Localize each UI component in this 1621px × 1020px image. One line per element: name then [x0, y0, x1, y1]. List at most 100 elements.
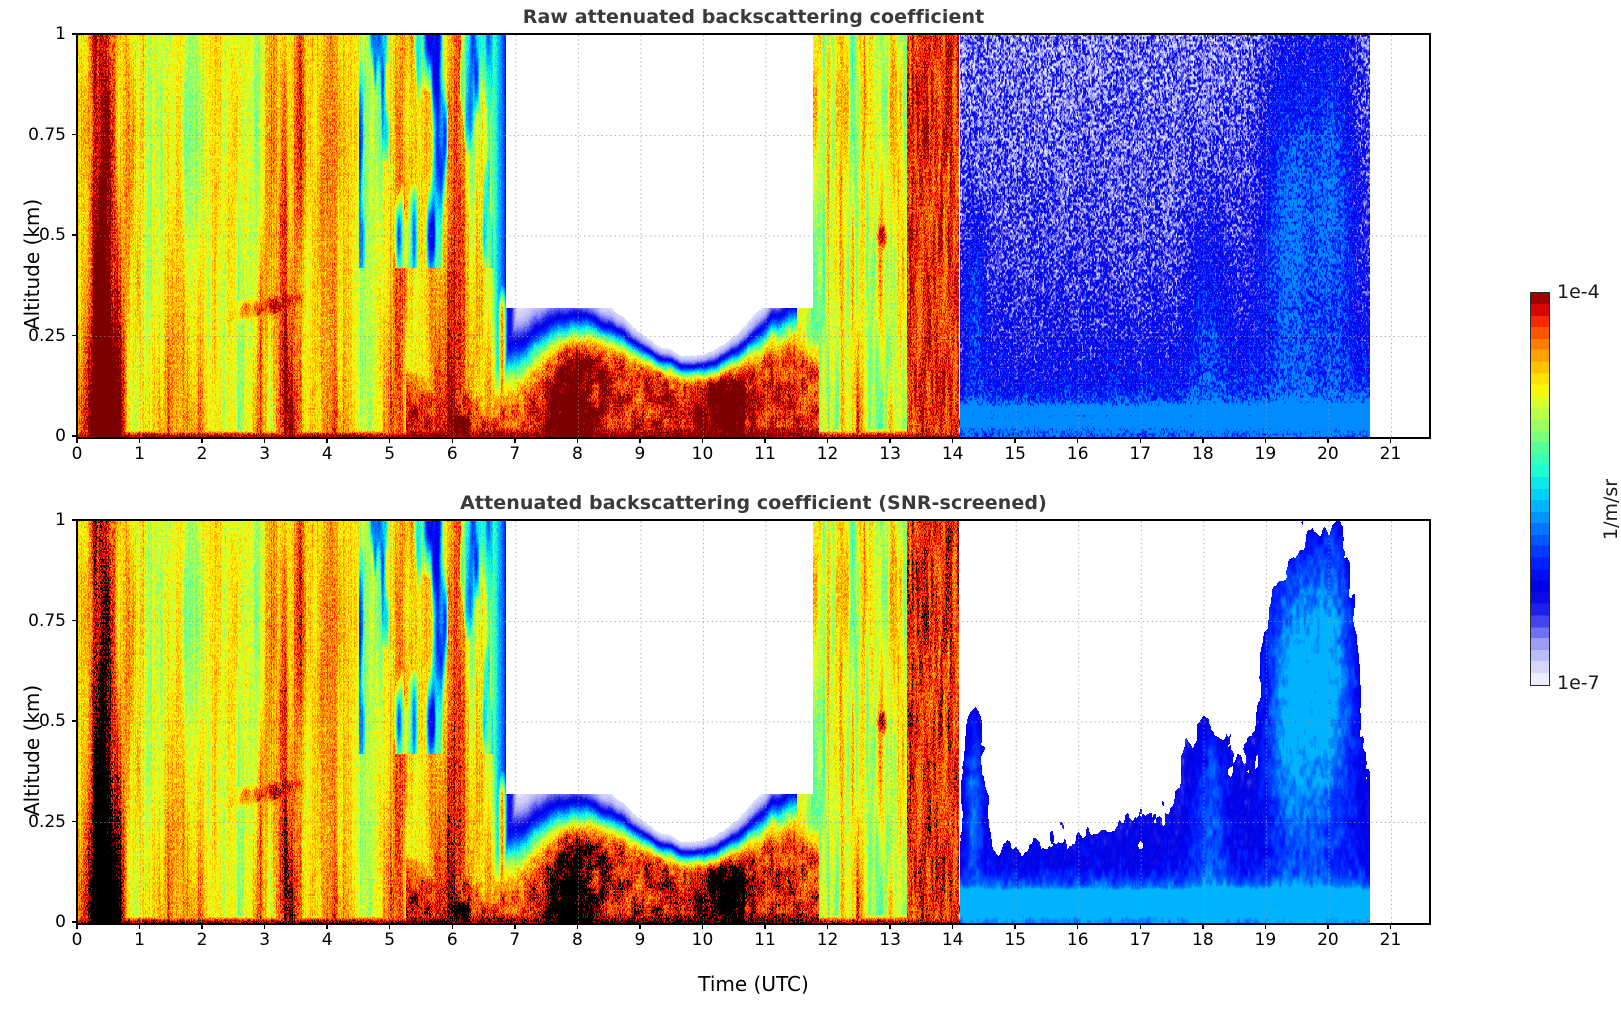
y-tick-mark — [72, 435, 77, 437]
x-tick-label: 17 — [1129, 930, 1152, 950]
x-tick-label: 1 — [134, 444, 145, 464]
x-tick-mark — [451, 924, 454, 929]
x-tick-mark — [1264, 924, 1267, 929]
x-tick-label: 10 — [691, 444, 714, 464]
x-tick-mark — [889, 924, 891, 929]
x-tick-mark — [1327, 438, 1329, 443]
y-tick-label: 0 — [55, 426, 66, 446]
x-tick-label: 14 — [941, 444, 964, 464]
x-tick-mark — [639, 438, 641, 443]
colorbar-label: 1/m/sr — [1600, 478, 1621, 540]
x-tick-label: 11 — [754, 930, 776, 950]
x-tick-label: 5 — [384, 930, 396, 950]
x-tick-label: 16 — [1066, 930, 1089, 950]
y-tick-mark — [72, 720, 77, 722]
x-tick-label: 14 — [941, 930, 964, 950]
x-tick-mark — [201, 924, 203, 929]
x-tick-label: 19 — [1254, 444, 1277, 464]
x-tick-label: 6 — [446, 930, 458, 950]
x-tick-label: 21 — [1379, 444, 1402, 464]
x-tick-mark — [951, 438, 954, 443]
y-tick-mark — [72, 234, 77, 236]
y-tick-mark — [72, 820, 77, 823]
x-tick-label: 7 — [509, 444, 521, 464]
x-tick-label: 15 — [1004, 930, 1027, 950]
x-tick-label: 21 — [1379, 930, 1402, 950]
x-tick-label: 8 — [571, 444, 583, 464]
x-tick-label: 18 — [1192, 444, 1214, 464]
x-tick-mark — [701, 438, 704, 443]
x-tick-mark — [826, 438, 829, 443]
heatmap-panel-raw — [76, 33, 1431, 439]
x-tick-mark — [576, 438, 579, 443]
x-tick-label: 15 — [1004, 444, 1027, 464]
y-tick-mark — [72, 519, 77, 521]
x-tick-mark — [76, 924, 78, 929]
colorbar-gradient — [1531, 293, 1549, 685]
x-tick-label: 12 — [816, 930, 839, 950]
x-tick-mark — [263, 438, 266, 443]
y-axis-label-raw: Altitude (km) — [20, 198, 44, 330]
x-tick-mark — [138, 924, 141, 929]
x-tick-label: 3 — [259, 930, 271, 950]
x-tick-label: 3 — [259, 444, 271, 464]
x-tick-mark — [388, 438, 391, 443]
x-tick-mark — [764, 438, 766, 443]
y-tick-mark — [72, 921, 77, 923]
heatmap-canvas-raw — [78, 35, 1429, 437]
x-tick-mark — [514, 438, 516, 443]
x-tick-mark — [388, 924, 391, 929]
x-tick-label: 16 — [1066, 444, 1089, 464]
x-tick-label: 0 — [71, 930, 83, 950]
x-tick-mark — [1202, 438, 1204, 443]
x-tick-label: 6 — [446, 444, 458, 464]
x-tick-label: 11 — [754, 444, 776, 464]
y-tick-label: 1 — [55, 24, 66, 44]
heatmap-panel-snr — [76, 519, 1431, 925]
y-tick-label: 0.75 — [28, 124, 66, 145]
x-tick-mark — [1202, 924, 1204, 929]
x-tick-mark — [576, 924, 579, 929]
x-tick-mark — [1014, 924, 1016, 929]
colorbar — [1530, 292, 1550, 686]
x-tick-mark — [326, 924, 328, 929]
x-tick-label: 10 — [691, 930, 714, 950]
x-tick-label: 5 — [384, 444, 396, 464]
x-tick-mark — [764, 924, 766, 929]
colorbar-tick-low: 1e-7 — [1557, 672, 1600, 694]
y-tick-label: 1 — [55, 510, 66, 530]
y-tick-mark — [72, 334, 77, 337]
x-tick-label: 12 — [816, 444, 839, 464]
x-tick-mark — [1139, 438, 1142, 443]
x-tick-mark — [514, 924, 516, 929]
x-tick-label: 18 — [1192, 930, 1214, 950]
x-tick-label: 8 — [571, 930, 583, 950]
x-tick-label: 1 — [134, 930, 145, 950]
panel-title-raw: Raw attenuated backscattering coefficien… — [522, 6, 985, 28]
y-axis-label-snr: Altitude (km) — [20, 684, 44, 816]
x-tick-mark — [201, 438, 203, 443]
x-tick-mark — [326, 438, 328, 443]
y-tick-label: 0.5 — [38, 225, 66, 245]
y-tick-mark — [72, 33, 77, 35]
x-tick-mark — [138, 438, 141, 443]
x-tick-mark — [1327, 924, 1329, 929]
y-tick-label: 0.25 — [28, 811, 66, 832]
x-tick-mark — [1389, 438, 1392, 443]
x-tick-mark — [1014, 438, 1016, 443]
x-tick-mark — [639, 924, 641, 929]
x-tick-label: 19 — [1254, 930, 1277, 950]
x-tick-label: 2 — [196, 444, 208, 464]
y-tick-mark — [72, 619, 77, 622]
y-tick-mark — [72, 133, 77, 136]
y-tick-label: 0 — [55, 912, 66, 932]
x-tick-label: 9 — [634, 930, 646, 950]
x-tick-label: 9 — [634, 444, 646, 464]
x-tick-mark — [1139, 924, 1142, 929]
x-tick-mark — [1076, 438, 1079, 443]
x-tick-label: 4 — [321, 444, 333, 464]
y-tick-label: 0.75 — [28, 610, 66, 631]
x-tick-mark — [951, 924, 954, 929]
x-axis-label: Time (UTC) — [698, 972, 809, 996]
